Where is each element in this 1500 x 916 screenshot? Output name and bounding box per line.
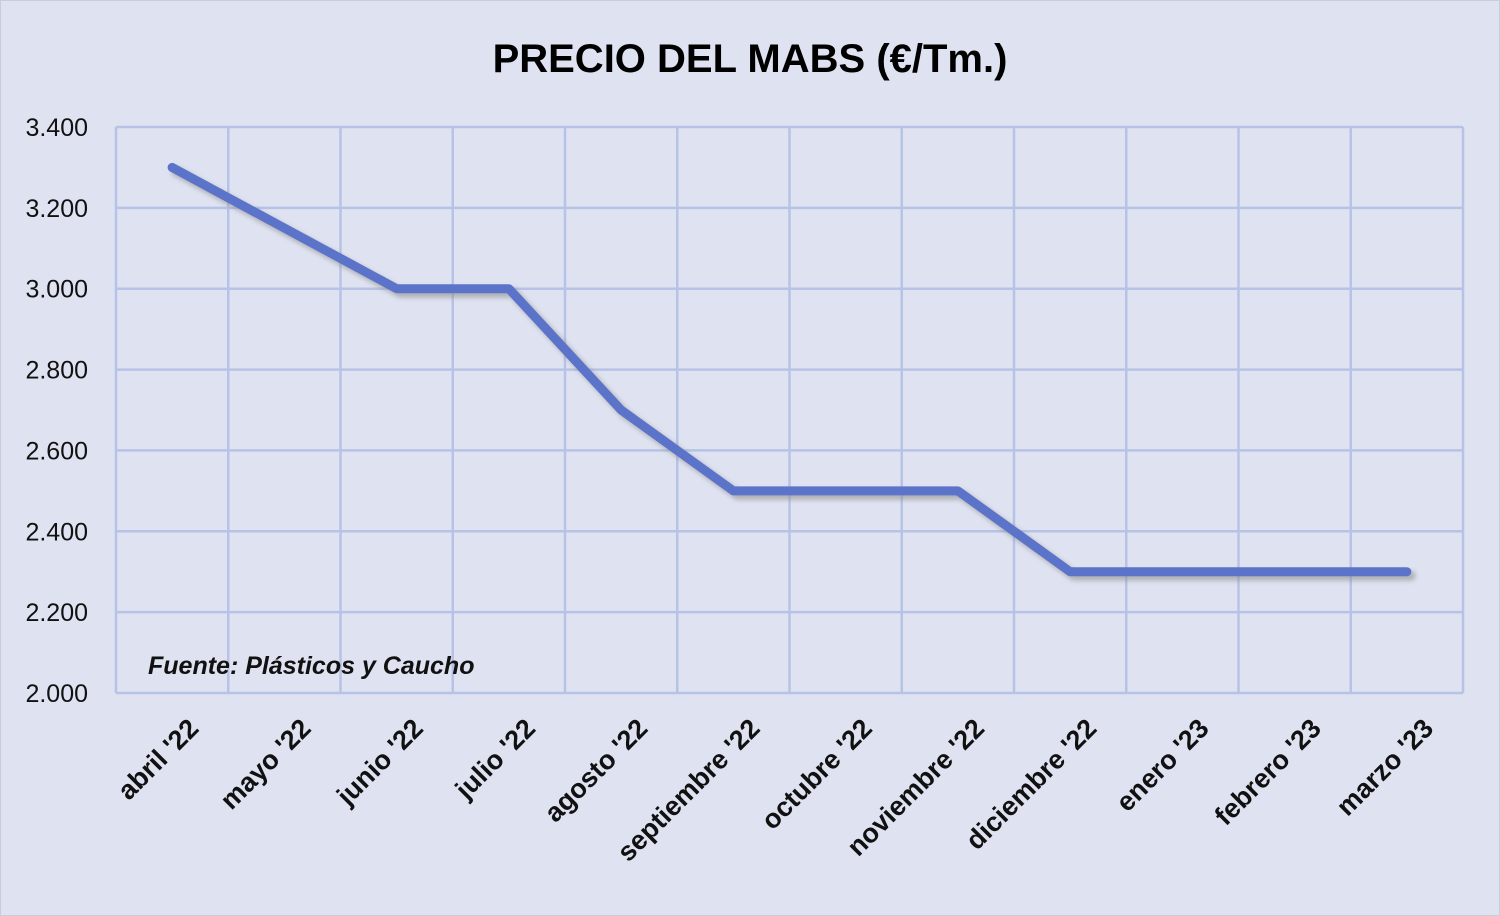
data-point xyxy=(957,490,959,492)
x-tick-label: agosto '22 xyxy=(538,713,653,828)
y-axis-ticks: 2.000 2.200 2.400 2.600 2.800 3.000 3.200 3.400 xyxy=(25,114,88,708)
x-tick-label: enero '23 xyxy=(1110,713,1214,817)
data-point xyxy=(732,490,734,492)
data-point xyxy=(283,227,285,229)
x-tick-label: junio '22 xyxy=(330,713,429,812)
y-tick-label: 3.400 xyxy=(25,114,88,142)
y-tick-label: 2.000 xyxy=(25,680,88,708)
x-tick-label: abril '22 xyxy=(112,713,205,806)
series-group xyxy=(167,162,1416,581)
y-tick-label: 2.600 xyxy=(25,437,88,465)
source-annotation: Fuente: Plásticos y Caucho xyxy=(148,652,474,680)
data-point xyxy=(396,288,398,290)
y-tick-label: 2.200 xyxy=(25,599,88,627)
series-line-shadow xyxy=(171,166,1416,581)
series-line xyxy=(167,162,1412,577)
y-tick-label: 3.200 xyxy=(25,195,88,223)
data-point xyxy=(171,166,173,168)
chart-title: PRECIO DEL MABS (€/Tm.) xyxy=(493,37,1008,81)
y-tick-label: 2.400 xyxy=(25,518,88,546)
data-point xyxy=(1181,571,1183,573)
x-tick-label: febrero '23 xyxy=(1209,713,1327,831)
grid xyxy=(114,125,1465,695)
y-tick-label: 3.000 xyxy=(25,276,88,304)
data-point xyxy=(508,288,510,290)
x-tick-label: marzo '23 xyxy=(1331,713,1440,822)
data-point xyxy=(845,490,847,492)
x-tick-label: octubre '22 xyxy=(756,713,878,835)
y-tick-label: 2.800 xyxy=(25,357,88,385)
data-point xyxy=(1406,571,1408,573)
data-point xyxy=(620,409,622,411)
x-tick-label: julio '22 xyxy=(449,713,541,805)
data-point xyxy=(1294,571,1296,573)
x-axis-ticks: abril '22 mayo '22 junio '22 julio '22agost… xyxy=(112,713,1439,867)
x-tick-label: mayo '22 xyxy=(214,713,316,815)
data-point xyxy=(1069,571,1071,573)
